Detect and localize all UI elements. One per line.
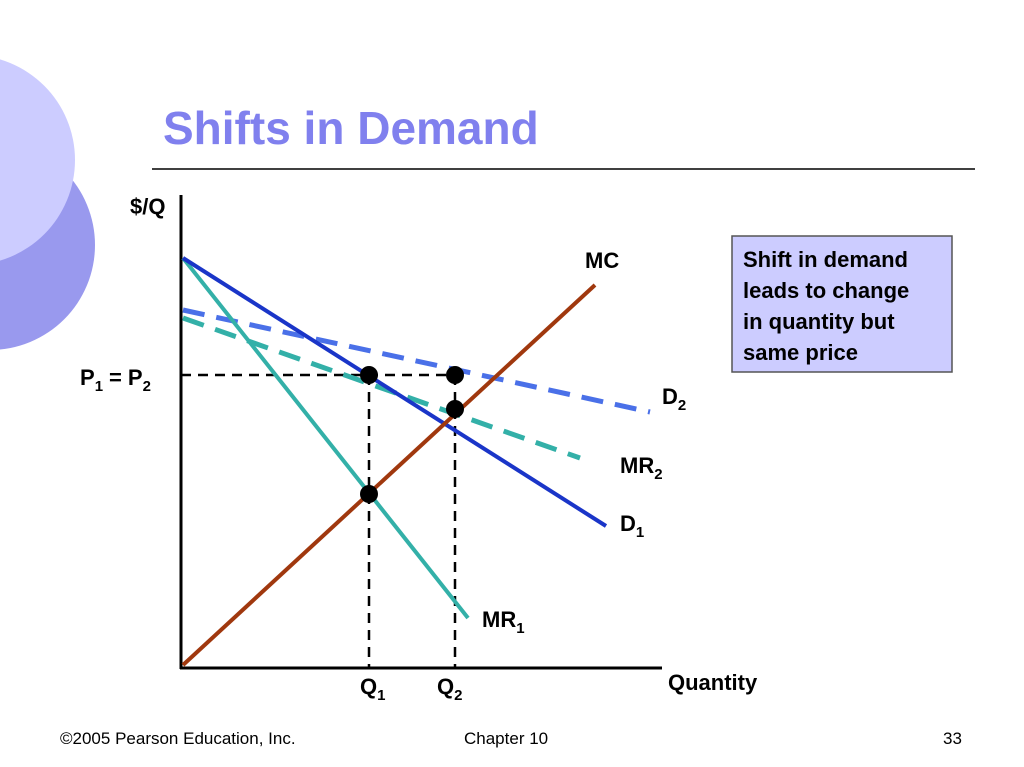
y-axis-label: $/Q	[130, 194, 165, 219]
label-sub: 1	[95, 378, 103, 395]
q2-label: Q2	[437, 674, 462, 704]
mr1-label: MR1	[482, 607, 525, 637]
label-sub: 2	[454, 687, 462, 704]
point	[446, 366, 464, 384]
label-base: Q	[437, 674, 454, 699]
point	[446, 400, 464, 418]
callout-box	[731, 235, 953, 373]
points	[360, 366, 464, 503]
guides	[181, 373, 457, 668]
callout-line: same price	[743, 340, 858, 365]
label-sub: 2	[654, 466, 662, 483]
d1-curve	[181, 256, 608, 528]
equals: =	[109, 365, 122, 390]
mr1-curve	[181, 256, 470, 620]
mc-curve	[181, 283, 597, 667]
d2-label: D2	[662, 384, 686, 414]
label-sub: 2	[143, 378, 151, 395]
label-base: D	[620, 511, 636, 536]
point	[360, 485, 378, 503]
slide-title: Shifts in Demand	[163, 102, 539, 154]
label-base: Q	[360, 674, 377, 699]
price-label: P1 = P2	[80, 365, 151, 395]
point	[360, 366, 378, 384]
callout-line: in quantity but	[743, 309, 895, 334]
label-sub: 1	[377, 687, 385, 704]
decor-circle-light	[0, 59, 75, 261]
mc-label: MC	[585, 248, 619, 273]
callout-line: leads to change	[743, 278, 909, 303]
label-base: MR	[482, 607, 516, 632]
label-base: D	[662, 384, 678, 409]
callout-line: Shift in demand	[743, 247, 908, 272]
label-sub: 1	[636, 524, 644, 541]
label-sub: 2	[678, 397, 686, 414]
footer-page: 33	[943, 729, 962, 748]
d2-curve	[182, 307, 651, 415]
q1-label: Q1	[360, 674, 385, 704]
label-sub: 1	[516, 620, 524, 637]
footer-chapter: Chapter 10	[464, 729, 548, 748]
label-base: P	[128, 365, 143, 390]
x-axis-label: Quantity	[668, 670, 758, 695]
label-base: P	[80, 365, 95, 390]
footer-copyright: ©2005 Pearson Education, Inc.	[60, 729, 296, 748]
d1-label: D1	[620, 511, 644, 541]
label-base: MR	[620, 453, 654, 478]
mr2-label: MR2	[620, 453, 663, 483]
